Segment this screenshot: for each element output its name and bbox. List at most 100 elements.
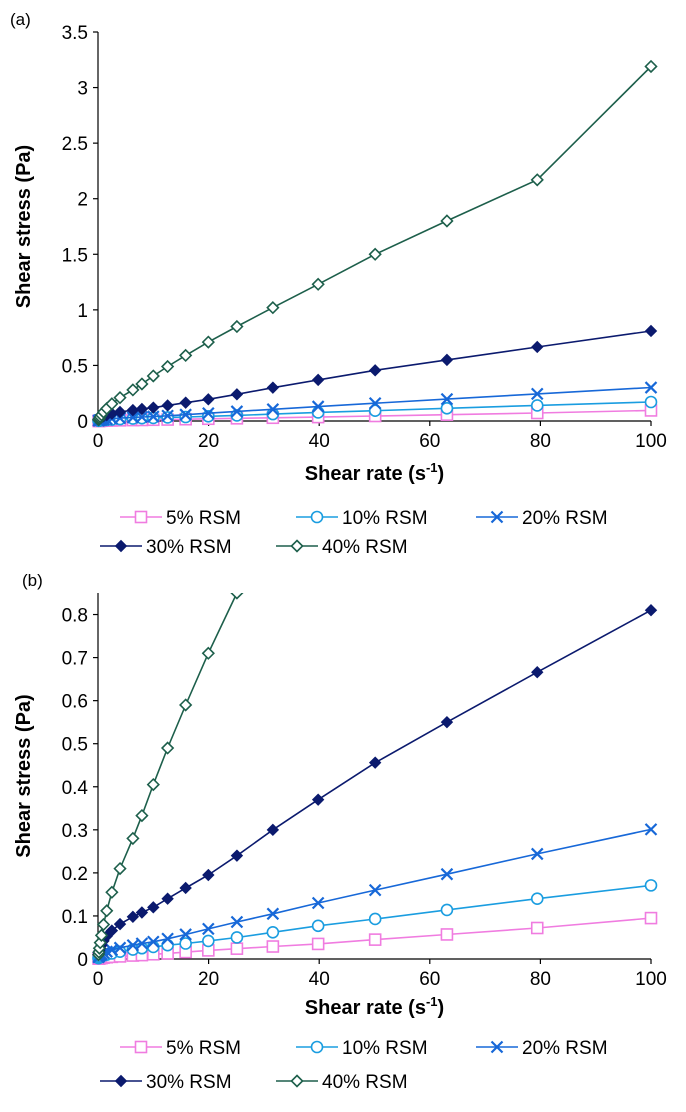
data-point [644, 395, 658, 409]
data-point [311, 896, 325, 910]
x-tick-label: 60 [419, 969, 440, 990]
data-point [368, 883, 382, 897]
legend-item: 40% RSM [276, 537, 408, 558]
data-point [179, 408, 192, 421]
plot-area [91, 308, 658, 965]
data-point [179, 396, 192, 409]
data-point [113, 941, 127, 955]
data-point [266, 907, 280, 921]
data-point [368, 756, 382, 769]
x-tick-label: 40 [309, 431, 330, 452]
data-point [266, 381, 280, 394]
legend: 5% RSM 10% RSM 20% RSM 30% RSM 40% RSM [100, 1038, 608, 1093]
data-point [135, 377, 149, 391]
data-point [146, 369, 160, 383]
data-point [440, 353, 454, 367]
data-point [530, 399, 544, 412]
legend-label: 5% RSM [166, 1038, 241, 1059]
x-axis-label: Shear rate (s-1) [305, 460, 444, 485]
y-tick-label: 0.7 [62, 649, 88, 670]
data-point [135, 410, 149, 424]
data-point [644, 604, 658, 617]
data-point [147, 401, 160, 414]
panel-b-label: (b) [22, 571, 43, 590]
data-point [266, 940, 280, 953]
data-point [230, 849, 244, 862]
data-point [644, 381, 658, 394]
legend-label: 10% RSM [342, 508, 428, 529]
data-point [113, 405, 127, 419]
data-point [146, 777, 160, 792]
y-tick-label: 0.8 [62, 606, 88, 627]
y-tick-label: 2 [77, 190, 88, 211]
data-point [105, 397, 119, 411]
legend-item: 30% RSM [100, 537, 232, 558]
data-point [440, 867, 454, 881]
legend-marker [114, 539, 128, 553]
data-point [266, 823, 280, 837]
legend-label: 30% RSM [146, 1072, 232, 1093]
data-point [266, 926, 280, 939]
legend-marker [310, 1040, 324, 1054]
data-point [311, 277, 325, 291]
data-point [202, 934, 215, 948]
data-point [113, 861, 127, 876]
legend-label: 40% RSM [322, 537, 408, 558]
data-point [135, 906, 149, 919]
data-point [230, 915, 244, 929]
data-point [113, 917, 127, 931]
data-point [644, 911, 658, 925]
data-point [135, 937, 149, 950]
data-point [202, 393, 215, 406]
y-tick-label: 1.5 [62, 245, 88, 266]
data-point [531, 666, 544, 679]
data-point [530, 892, 544, 906]
x-tick-label: 80 [530, 431, 551, 452]
data-point [179, 348, 193, 363]
data-point [311, 400, 325, 413]
data-point [147, 901, 160, 914]
data-point [160, 741, 175, 755]
y-tick-label: 0.4 [62, 778, 89, 799]
y-tick-label: 1 [77, 301, 88, 322]
x-tick-label: 0 [93, 431, 104, 452]
data-point [370, 308, 381, 319]
legend-item: 40% RSM [276, 1072, 408, 1093]
data-point [311, 406, 325, 419]
data-point [230, 405, 244, 418]
x-tick-label: 100 [635, 431, 667, 452]
data-point [368, 933, 382, 946]
legend-item: 5% RSM [120, 508, 241, 529]
legend-item: 20% RSM [476, 1038, 608, 1059]
data-point [311, 937, 325, 951]
data-point [440, 402, 454, 415]
y-tick-label: 0 [77, 950, 88, 971]
data-point [530, 847, 544, 861]
plot-area [91, 59, 658, 428]
legend-item: 10% RSM [296, 1038, 428, 1059]
data-point [311, 919, 325, 933]
y-axis-label: Shear stress (Pa) [13, 145, 35, 308]
data-point [230, 319, 244, 334]
legend-label: 5% RSM [166, 508, 241, 529]
y-tick-label: 3 [77, 79, 88, 100]
chart-panel-b: 00.10.20.30.40.50.60.70.80 20 40 60 80 100She… [13, 308, 667, 1093]
data-point [135, 402, 149, 416]
data-point [530, 173, 544, 187]
x-tick-label: 100 [635, 969, 667, 990]
data-point [202, 868, 215, 882]
data-point [644, 324, 658, 338]
data-point [230, 388, 244, 401]
x-tick-label: 60 [419, 431, 440, 452]
data-point [179, 937, 192, 950]
chart-panel-a: 0 0.5 1 1.5 2 2.5 3 3.5 0 20 40 60 80 100 Shear rate (… [13, 23, 667, 558]
y-tick-label: 0.5 [62, 356, 88, 377]
panel-a-label: (a) [10, 10, 31, 29]
data-point [179, 698, 193, 712]
data-point [644, 59, 658, 74]
series-line-4 [97, 609, 652, 955]
y-tick-label: 0.3 [62, 821, 88, 842]
data-point [161, 399, 174, 412]
x-tick-label: 80 [530, 969, 551, 990]
